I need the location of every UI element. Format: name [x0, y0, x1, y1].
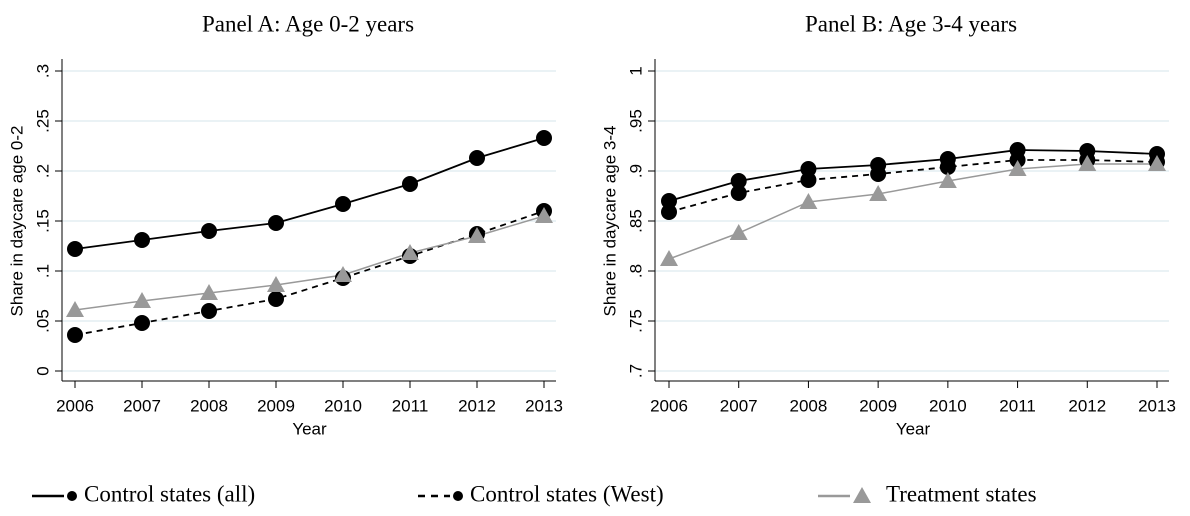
- y-tick-label: 0: [33, 366, 52, 375]
- x-tick-label: 2012: [458, 396, 496, 415]
- marker: [335, 196, 351, 212]
- y-tick-label: .95: [626, 109, 645, 133]
- marker: [661, 204, 677, 220]
- chart-title: Panel B: Age 3-4 years: [805, 11, 1017, 36]
- legend-label: Control states (all): [84, 481, 255, 506]
- y-tick-label: .9: [626, 164, 645, 178]
- marker: [134, 232, 150, 248]
- x-axis-title: Year: [292, 419, 327, 438]
- x-tick-label: 2006: [56, 396, 94, 415]
- marker: [870, 166, 887, 182]
- marker: [800, 161, 817, 177]
- legend-label: Treatment states: [886, 481, 1037, 506]
- x-axis-title: Year: [896, 419, 931, 438]
- legend-marker: [67, 491, 77, 501]
- y-tick-label: .8: [626, 264, 645, 278]
- x-tick-label: 2007: [720, 396, 758, 415]
- marker: [334, 266, 352, 282]
- marker: [67, 241, 83, 257]
- marker: [200, 284, 218, 300]
- series-line: [74, 137, 545, 250]
- marker: [1148, 155, 1166, 171]
- series-line: [668, 149, 1158, 202]
- x-tick-label: 2007: [123, 396, 161, 415]
- x-tick-label: 2008: [190, 396, 228, 415]
- y-tick-label: .75: [626, 309, 645, 333]
- marker: [869, 185, 888, 201]
- x-tick-label: 2012: [1068, 396, 1106, 415]
- marker: [799, 193, 818, 209]
- y-axis-title: Share in daycare age 3-4: [600, 126, 619, 317]
- y-tick-label: .1: [33, 264, 52, 278]
- marker: [729, 224, 748, 240]
- legend-marker: [453, 491, 463, 501]
- x-tick-label: 2009: [859, 396, 897, 415]
- marker: [469, 150, 485, 166]
- marker: [67, 327, 83, 343]
- marker: [267, 276, 285, 292]
- marker: [660, 250, 678, 266]
- marker: [1078, 155, 1097, 171]
- marker: [1008, 160, 1027, 176]
- y-tick-label: .05: [33, 309, 52, 333]
- x-tick-label: 2011: [999, 396, 1036, 415]
- marker: [201, 223, 217, 239]
- series-line: [74, 210, 545, 336]
- marker: [66, 301, 84, 317]
- marker: [536, 130, 552, 146]
- x-tick-label: 2010: [929, 396, 967, 415]
- series-line: [668, 159, 1158, 213]
- series-line: [74, 215, 545, 311]
- marker: [402, 176, 418, 192]
- y-tick-label: .7: [626, 364, 645, 378]
- y-tick-label: 1: [626, 66, 645, 75]
- marker: [201, 303, 217, 319]
- x-tick-label: 2010: [324, 396, 362, 415]
- marker: [535, 207, 553, 223]
- legend-label: Control states (West): [470, 481, 664, 506]
- marker: [939, 159, 956, 175]
- marker: [133, 292, 151, 308]
- x-tick-label: 2009: [257, 396, 295, 415]
- y-axis-title: Share in daycare age 0-2: [7, 126, 26, 317]
- marker: [661, 193, 677, 209]
- y-tick-label: .85: [626, 209, 645, 233]
- marker: [268, 291, 284, 307]
- marker: [730, 173, 747, 189]
- y-tick-label: .25: [33, 109, 52, 133]
- marker: [268, 215, 284, 231]
- y-tick-label: .15: [33, 209, 52, 233]
- marker: [401, 244, 419, 260]
- marker: [938, 172, 957, 188]
- x-tick-label: 2006: [650, 396, 688, 415]
- x-tick-label: 2013: [525, 396, 563, 415]
- x-tick-label: 2008: [790, 396, 828, 415]
- marker: [730, 185, 747, 201]
- y-tick-label: .3: [33, 64, 52, 78]
- chart-title: Panel A: Age 0-2 years: [202, 11, 414, 36]
- series-line: [668, 163, 1157, 260]
- marker: [468, 227, 486, 243]
- x-tick-label: 2011: [392, 396, 429, 415]
- y-tick-label: .2: [33, 164, 52, 178]
- marker: [800, 172, 817, 188]
- x-tick-label: 2013: [1138, 396, 1176, 415]
- marker: [134, 315, 150, 331]
- legend-marker: [853, 487, 871, 503]
